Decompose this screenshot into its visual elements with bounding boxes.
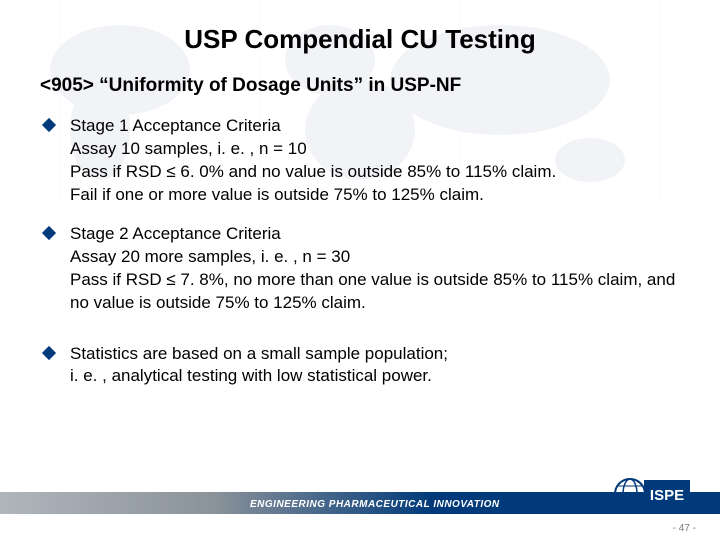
bullet-line: Stage 1 Acceptance Criteria	[70, 115, 680, 138]
bullet-line: Fail if one or more value is outside 75%…	[70, 184, 680, 207]
ispe-logo: ISPE	[614, 470, 692, 518]
bullet-line: Statistics are based on a small sample p…	[70, 343, 680, 366]
slide-subtitle: <905> “Uniformity of Dosage Units” in US…	[40, 75, 680, 97]
bullet-line: Assay 10 samples, i. e. , n = 10	[70, 138, 680, 161]
bullet-list: Stage 1 Acceptance CriteriaAssay 10 samp…	[40, 115, 680, 388]
bullet-item: Stage 2 Acceptance CriteriaAssay 20 more…	[40, 223, 680, 315]
bullet-line: Pass if RSD ≤ 7. 8%, no more than one va…	[70, 269, 680, 315]
bullet-line: i. e. , analytical testing with low stat…	[70, 365, 680, 388]
bullet-item: Stage 1 Acceptance CriteriaAssay 10 samp…	[40, 115, 680, 207]
slide-title: USP Compendial CU Testing	[40, 24, 680, 55]
bullet-line: Pass if RSD ≤ 6. 0% and no value is outs…	[70, 161, 680, 184]
slide-content: USP Compendial CU Testing <905> “Uniform…	[0, 0, 720, 540]
bullet-line: Stage 2 Acceptance Criteria	[70, 223, 680, 246]
page-number: - 47 -	[673, 523, 696, 534]
bullet-line: Assay 20 more samples, i. e. , n = 30	[70, 246, 680, 269]
bullet-item: Statistics are based on a small sample p…	[40, 343, 680, 389]
footer-tagline: ENGINEERING PHARMACEUTICAL INNOVATION	[250, 499, 500, 510]
logo-text: ISPE	[650, 487, 684, 504]
